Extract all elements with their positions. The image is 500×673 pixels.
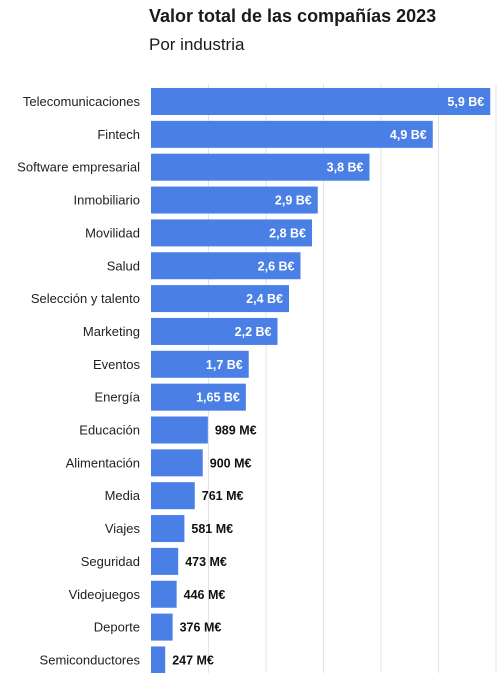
bar: [151, 383, 246, 411]
value-label: 581 M€: [191, 522, 233, 536]
category-label: Salud: [107, 258, 140, 273]
bar: [151, 153, 370, 181]
bar: [151, 219, 312, 247]
value-label: 2,2 B€: [235, 325, 272, 339]
value-label: 2,9 B€: [275, 194, 312, 208]
value-label: 761 M€: [202, 489, 244, 503]
category-label: Fintech: [97, 127, 140, 142]
value-label: 5,9 B€: [447, 95, 484, 109]
category-label: Videojuegos: [69, 587, 141, 602]
bar: [151, 317, 278, 345]
bar: [151, 285, 289, 313]
category-label: Seguridad: [81, 554, 140, 569]
gridlines: [208, 84, 497, 673]
value-label: 900 M€: [210, 456, 252, 470]
category-label: Viajes: [105, 521, 141, 536]
bar: [151, 350, 249, 378]
value-label: 376 M€: [180, 621, 222, 635]
bar: [151, 252, 301, 280]
value-label: 2,8 B€: [269, 226, 306, 240]
bar: [151, 482, 195, 510]
category-label: Software empresarial: [17, 160, 140, 175]
value-label: 473 M€: [185, 555, 227, 569]
category-label: Media: [105, 488, 141, 503]
bar: [151, 580, 177, 608]
bar: [151, 515, 185, 543]
value-label: 989 M€: [215, 424, 257, 438]
value-label: 247 M€: [172, 653, 214, 667]
value-label: 2,4 B€: [246, 292, 283, 306]
category-label: Deporte: [94, 620, 140, 635]
bar: [151, 646, 166, 673]
bar: [151, 120, 433, 148]
value-label: 1,65 B€: [196, 391, 240, 405]
chart-title: Valor total de las compañías 2023: [149, 6, 437, 26]
category-label: Eventos: [93, 357, 140, 372]
value-label: 1,7 B€: [206, 358, 243, 372]
bar: [151, 416, 208, 444]
value-label: 3,8 B€: [327, 161, 364, 175]
category-label: Semiconductores: [40, 652, 141, 667]
value-label: 2,6 B€: [258, 259, 295, 273]
bar: [151, 88, 491, 115]
category-label: Movilidad: [85, 225, 140, 240]
bar: [151, 613, 173, 641]
category-label: Alimentación: [66, 455, 140, 470]
bar: [151, 449, 203, 477]
category-labels: Telecomunicaciones Fintech Software empres…: [17, 94, 141, 667]
bars-group: [151, 88, 491, 673]
category-label: Educación: [79, 423, 140, 438]
value-label: 446 M€: [184, 588, 226, 602]
category-label: Selección y talento: [31, 291, 140, 306]
category-label: Marketing: [83, 324, 140, 339]
bar: [151, 547, 179, 575]
category-label: Energía: [94, 390, 140, 405]
value-labels: 5,9 B€ 4,9 B€ 3,8 B€ 2,9 B€ 2,8 B€ 2,6 B€ 2,4 …: [172, 95, 484, 667]
value-label: 4,9 B€: [390, 128, 427, 142]
category-label: Inmobiliario: [74, 193, 140, 208]
chart-subtitle: Por industria: [149, 35, 245, 54]
category-label: Telecomunicaciones: [23, 94, 141, 109]
bar: [151, 186, 318, 214]
